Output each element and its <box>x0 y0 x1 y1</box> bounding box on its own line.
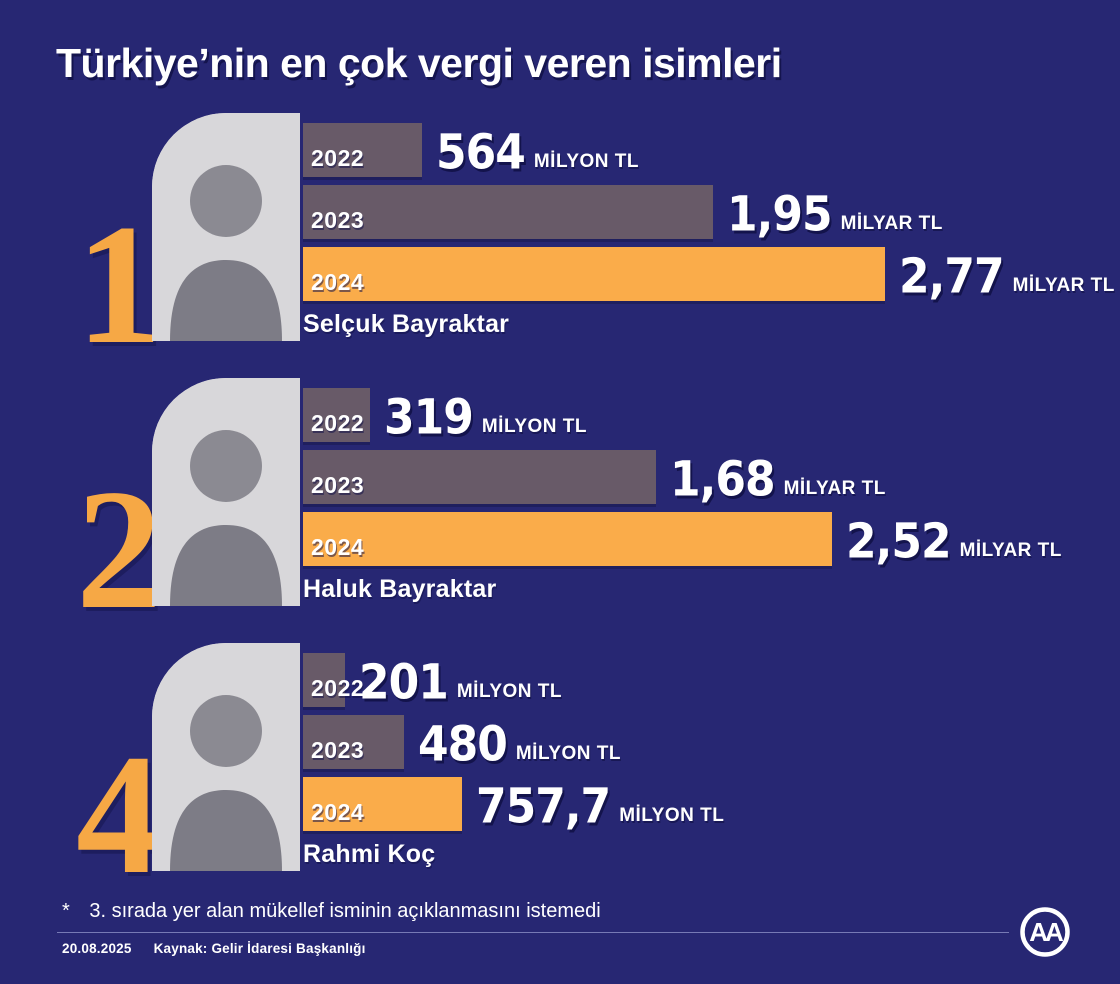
person-section: 4 2022 201 MİLYON TL 2023 480 MİLYON TL 2024 75… <box>40 643 1104 901</box>
footer-date: 20.08.2025 <box>62 941 132 956</box>
value-unit: MİLYON TL <box>481 416 587 437</box>
rank-number: 4 <box>76 720 162 910</box>
bars: 2022 319 MİLYON TL 2023 1,68 MİLYAR TL 2024 2,5… <box>303 388 1103 574</box>
footer-divider <box>57 932 1009 933</box>
page-title: Türkiye’nin en çok vergi veren isimleri <box>56 40 782 86</box>
value-number: 757,7 <box>476 778 611 835</box>
footer-source: Kaynak: Gelir İdaresi Başkanlığı <box>153 941 366 956</box>
value-unit: MİLYAR TL <box>783 478 886 499</box>
aa-logo-text: AA <box>1029 917 1064 947</box>
haluk-bayraktar-photo <box>152 378 300 606</box>
rahmi-koc-photo <box>152 643 300 871</box>
bar-2023 <box>303 715 404 769</box>
bars: 2022 564 MİLYON TL 2023 1,95 MİLYAR TL 2024 2,7… <box>303 123 1114 309</box>
bar-2022 <box>303 388 370 442</box>
year-label: 2023 <box>311 737 365 763</box>
value-label: 1,95 MİLYAR TL <box>727 190 943 238</box>
bar-row-2022: 2022 564 MİLYON TL <box>303 123 1103 177</box>
bar-2023 <box>303 185 713 239</box>
value-unit: MİLYON TL <box>456 681 562 702</box>
bar-2023 <box>303 450 656 504</box>
footnote-text: 3. sırada yer alan mükellef isminin açık… <box>89 900 601 922</box>
value-unit: MİLYAR TL <box>840 213 943 234</box>
year-label: 2024 <box>311 269 365 295</box>
value-number: 319 <box>384 389 474 446</box>
person-section: 2 2022 319 MİLYON TL 2023 1,68 MİLYAR TL 2024 2… <box>40 378 1104 636</box>
bar-row-2022: 2022 201 MİLYON TL <box>303 653 1103 707</box>
value-number: 1,68 <box>670 451 776 508</box>
year-label: 2023 <box>311 472 365 498</box>
value-number: 2,52 <box>846 513 952 570</box>
year-label: 2024 <box>311 534 365 560</box>
bar-row-2024: 2024 2,77 MİLYAR TL <box>303 247 1114 301</box>
bar-row-2024: 2024 757,7 MİLYON TL <box>303 777 1103 831</box>
rank-number: 1 <box>76 190 162 380</box>
grayscale-portrait-placeholder <box>152 643 300 871</box>
year-label: 2023 <box>311 207 365 233</box>
bar-2022 <box>303 123 422 177</box>
aa-logo: AA <box>1018 905 1072 959</box>
value-unit: MİLYAR TL <box>959 540 1062 561</box>
footnote: * 3. sırada yer alan mükellef isminin aç… <box>62 900 601 923</box>
year-label: 2024 <box>311 799 365 825</box>
bar-row-2024: 2024 2,52 MİLYAR TL <box>303 512 1103 566</box>
value-label: 2,52 MİLYAR TL <box>846 517 1062 565</box>
value-unit: MİLYON TL <box>619 805 725 826</box>
value-label: 480 MİLYON TL <box>418 720 621 768</box>
footnote-marker: * <box>62 900 70 922</box>
bar-2022 <box>303 653 345 707</box>
value-unit: MİLYAR TL <box>1012 275 1115 296</box>
value-unit: MİLYON TL <box>533 151 639 172</box>
value-label: 1,68 MİLYAR TL <box>670 455 886 503</box>
year-label: 2022 <box>311 145 365 171</box>
bar-row-2022: 2022 319 MİLYON TL <box>303 388 1103 442</box>
value-unit: MİLYON TL <box>515 743 621 764</box>
value-label: 757,7 MİLYON TL <box>476 782 725 830</box>
value-number: 201 <box>359 654 449 711</box>
bar-2024 <box>303 512 832 566</box>
value-number: 2,77 <box>899 248 1005 305</box>
bars: 2022 201 MİLYON TL 2023 480 MİLYON TL 2024 757,… <box>303 653 1103 839</box>
grayscale-portrait-placeholder <box>152 378 300 606</box>
value-number: 564 <box>436 124 526 181</box>
year-label: 2022 <box>311 410 365 436</box>
footer: 20.08.2025 Kaynak: Gelir İdaresi Başkanl… <box>62 941 366 956</box>
value-label: 564 MİLYON TL <box>436 128 639 176</box>
bar-row-2023: 2023 480 MİLYON TL <box>303 715 1103 769</box>
person-name: Rahmi Koç <box>303 840 436 868</box>
bar-2024 <box>303 247 885 301</box>
grayscale-portrait-placeholder <box>152 113 300 341</box>
aa-logo-icon: AA <box>1020 907 1070 957</box>
bar-2024 <box>303 777 462 831</box>
bar-row-2023: 2023 1,68 MİLYAR TL <box>303 450 1103 504</box>
person-name: Selçuk Bayraktar <box>303 310 510 338</box>
person-name: Haluk Bayraktar <box>303 575 497 603</box>
selcuk-bayraktar-photo <box>152 113 300 341</box>
value-label: 2,77 MİLYAR TL <box>899 252 1115 300</box>
person-section: 1 2022 564 MİLYON TL 2023 1,95 MİLYAR TL 2024 2… <box>40 113 1114 371</box>
bar-row-2023: 2023 1,95 MİLYAR TL <box>303 185 1103 239</box>
value-label: 201 MİLYON TL <box>359 658 562 706</box>
value-number: 1,95 <box>727 186 833 243</box>
year-label: 2022 <box>311 675 365 701</box>
rank-number: 2 <box>76 455 162 645</box>
value-label: 319 MİLYON TL <box>384 393 587 441</box>
value-number: 480 <box>418 716 508 773</box>
